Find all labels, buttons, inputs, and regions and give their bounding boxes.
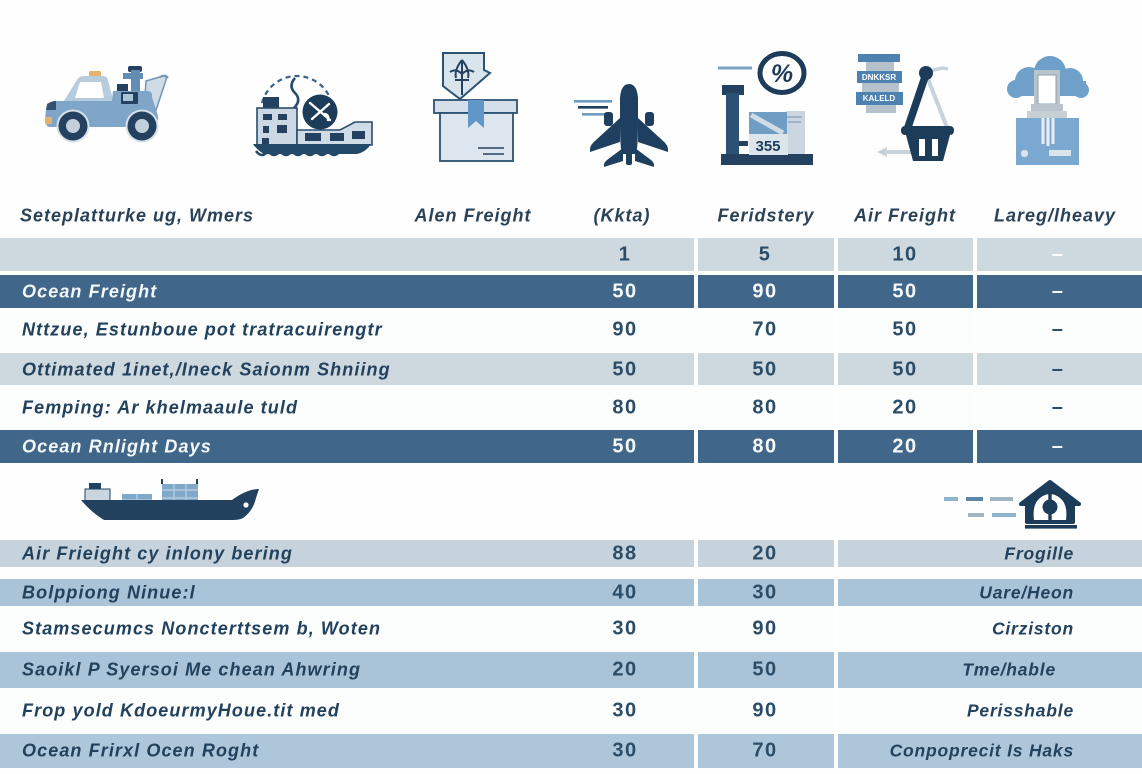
svg-text:355: 355 [755,138,780,155]
svg-text:%: % [771,60,793,88]
svg-text:DNKKSR: DNKKSR [862,73,896,82]
svg-text:KALELD: KALELD [863,94,896,103]
